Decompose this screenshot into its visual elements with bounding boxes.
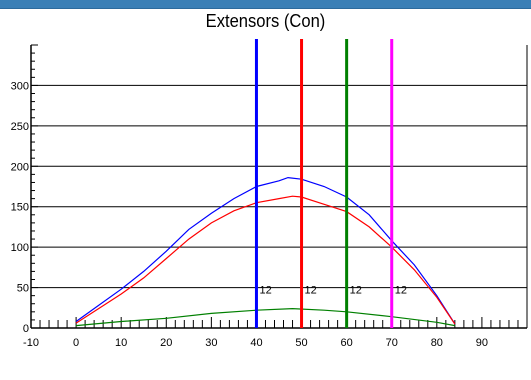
window-title-bar bbox=[0, 0, 531, 9]
marker-label-3: 12 bbox=[350, 285, 362, 297]
chart-title: Extensors (Con) bbox=[205, 11, 326, 31]
x-tick-label: 40 bbox=[250, 337, 262, 349]
marker-label-4: 12 bbox=[395, 285, 407, 297]
x-tick-label: 0 bbox=[73, 337, 79, 349]
chart-plot: 0 50 100 150 200 250 300 -10 0 10 20 30 40 50 60 70 80 90… bbox=[11, 39, 528, 349]
marker-label-2: 12 bbox=[305, 285, 317, 297]
y-tick-label: 300 bbox=[11, 80, 29, 92]
x-tick-label: -10 bbox=[23, 337, 39, 349]
y-tick-label: 100 bbox=[11, 242, 29, 254]
x-tick-label: 70 bbox=[386, 337, 398, 349]
series-line-3 bbox=[76, 307, 456, 327]
x-tick-label: 30 bbox=[205, 337, 217, 349]
y-tick-label: 150 bbox=[11, 202, 29, 214]
x-tick-label: 80 bbox=[431, 337, 443, 349]
chart-frame: Extensors (Con) 0 50 100 150 200 250 300 -10 0 10… bbox=[0, 9, 531, 380]
y-tick-label: 50 bbox=[17, 283, 29, 295]
plot-background bbox=[31, 45, 527, 328]
x-tick-label: 20 bbox=[160, 337, 172, 349]
marker-label-1: 12 bbox=[259, 285, 271, 297]
x-tick-label: 50 bbox=[295, 337, 307, 349]
x-tick-label: 90 bbox=[476, 337, 488, 349]
y-tick-label: 0 bbox=[23, 323, 29, 335]
y-tick-label: 200 bbox=[11, 161, 29, 173]
y-tick-label: 250 bbox=[11, 121, 29, 133]
x-tick-label: 60 bbox=[341, 337, 353, 349]
x-tick-label: 10 bbox=[115, 337, 127, 349]
